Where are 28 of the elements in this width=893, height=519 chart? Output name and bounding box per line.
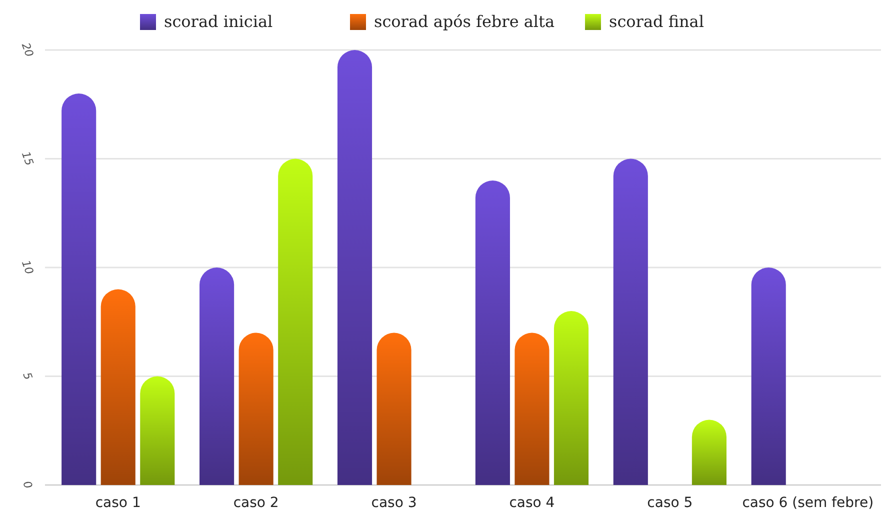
bar — [554, 311, 589, 485]
legend-label: scorad após febre alta — [374, 12, 555, 31]
x-tick-label: caso 3 — [371, 495, 417, 511]
y-tick-label: 15 — [18, 150, 36, 168]
bar — [613, 158, 648, 485]
y-tick-label: 10 — [18, 258, 36, 276]
bar — [238, 332, 274, 485]
legend-label: scorad inicial — [164, 12, 273, 31]
bar — [475, 180, 510, 485]
bar — [514, 332, 550, 485]
y-tick-label: 0 — [20, 479, 35, 490]
bar — [278, 158, 313, 485]
x-tick-label: caso 1 — [95, 495, 141, 511]
x-tick-label: caso 4 — [509, 495, 555, 511]
x-tick-label: caso 2 — [233, 495, 279, 511]
bar — [751, 268, 786, 485]
legend-label: scorad final — [609, 12, 704, 31]
y-tick-label: 5 — [20, 370, 35, 382]
bar — [140, 376, 175, 485]
x-tick-label: caso 6 (sem febre) — [742, 495, 874, 511]
bar — [376, 332, 412, 485]
y-tick-label: 20 — [18, 41, 36, 59]
x-tick-label: caso 5 — [647, 495, 693, 511]
bar — [337, 50, 372, 485]
bar — [692, 420, 726, 485]
bar — [62, 94, 96, 485]
bar — [100, 289, 136, 485]
bar — [200, 268, 234, 485]
